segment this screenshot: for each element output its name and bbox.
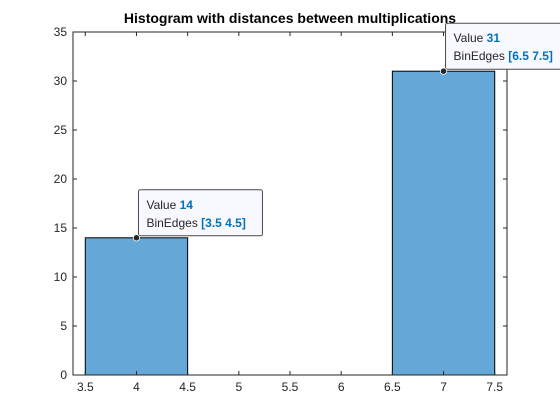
x-tick-label-7: 7 [440,380,447,394]
datatip-edges: [3.5 4.5] [201,216,246,230]
datatip-value-label: Value [454,31,487,45]
datatip-value: 14 [180,198,194,212]
datatip-box-1 [445,22,560,70]
x-tick-label-2: 4.5 [179,380,196,394]
histogram-bar-3 [391,70,496,376]
datatip-edges-line-1: BinEdges [6.5 7.5] [454,49,553,63]
datatip-edges-label: BinEdges [146,216,201,230]
y-tick-label-3: 15 [54,221,68,235]
x-tick-label-6: 6.5 [384,380,401,394]
datatip-box-0 [137,189,263,237]
y-tick-label-1: 5 [60,319,67,333]
datatip-marker-0 [132,234,141,242]
y-tick-label-0: 0 [60,368,67,382]
x-tick-label-0: 3.5 [77,380,94,394]
x-tick-label-8: 7.5 [486,380,503,394]
datatip-marker-1 [439,67,448,75]
x-tick-label-3: 5 [235,380,242,394]
y-tick-label-4: 20 [54,172,68,186]
datatip-edges-line-0: BinEdges [3.5 4.5] [146,216,245,230]
datatip-edges: [6.5 7.5] [508,49,553,63]
x-tick-label-1: 4 [133,380,140,394]
chart-title: Histogram with distances between multipl… [124,10,456,26]
datatip-value-line-1: Value 31 [454,31,501,45]
x-tick-label-4: 5.5 [282,380,299,394]
datatip-value-line-0: Value 14 [146,198,193,212]
x-tick-label-5: 6 [338,380,345,394]
datatip-value-label: Value [146,198,179,212]
y-tick-label-6: 30 [54,74,68,88]
y-tick-label-5: 25 [54,123,68,137]
datatip-value: 31 [487,31,501,45]
y-tick-label-2: 10 [54,270,68,284]
histogram-bar-0 [84,237,189,376]
datatip-edges-label: BinEdges [454,49,509,63]
y-tick-label-7: 35 [54,25,68,39]
